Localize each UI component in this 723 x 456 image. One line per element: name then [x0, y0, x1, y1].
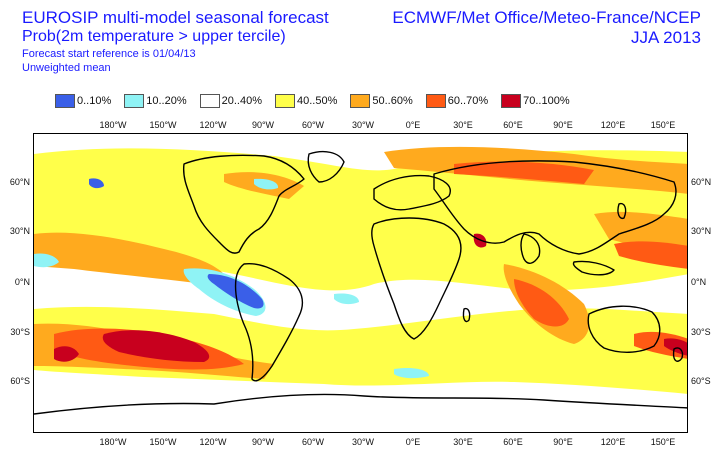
- probability-map: [34, 134, 687, 432]
- legend-swatch: [275, 94, 295, 108]
- legend-swatch: [501, 94, 522, 108]
- producer-title: ECMWF/Met Office/Meteo-France/NCEP: [392, 8, 701, 27]
- longitude-tick-label: 0°E: [405, 120, 421, 130]
- legend-label: 20..40%: [221, 95, 262, 107]
- legend-item: 20..40%: [199, 93, 262, 109]
- legend-item: 0..10%: [55, 93, 111, 109]
- legend-swatch: [199, 94, 220, 108]
- map-title: EUROSIP multi-model seasonal forecast: [22, 8, 329, 27]
- longitude-tick-label: 150°E: [650, 120, 676, 130]
- legend-label: 40..50%: [297, 95, 338, 107]
- legend-swatch: [55, 94, 75, 108]
- mean-type-info: Unweighted mean: [22, 62, 111, 74]
- coastlines: [34, 150, 687, 415]
- longitude-tick-label: 60°W: [301, 120, 325, 130]
- latitude-tick-label: 30°S: [10, 327, 30, 337]
- legend-label: 60..70%: [447, 95, 489, 107]
- longitude-tick-label: 120°E: [600, 120, 626, 130]
- longitude-tick-label: 0°E: [405, 437, 421, 447]
- longitude-tick-label: 30°W: [351, 437, 375, 447]
- latitude-tick-label: 30°S: [691, 327, 711, 337]
- latitude-tick-label: 60°S: [691, 376, 711, 386]
- legend-item: 50..60%: [350, 93, 413, 109]
- field-40-50: [34, 148, 687, 394]
- longitude-tick-label: 60°W: [301, 437, 325, 447]
- latitude-tick-label: 30°N: [9, 226, 30, 236]
- longitude-tick-label: 90°W: [251, 120, 275, 130]
- legend-swatch: [425, 94, 446, 108]
- longitude-tick-label: 90°E: [553, 437, 573, 447]
- latitude-tick-label: 0°N: [14, 277, 30, 287]
- legend-item: 10..20%: [124, 93, 187, 109]
- legend-item: 70..100%: [501, 93, 570, 109]
- latitude-tick-label: 0°N: [691, 277, 707, 287]
- legend-label: 10..20%: [146, 95, 187, 107]
- longitude-tick-label: 120°W: [199, 120, 227, 130]
- longitude-tick-label: 60°E: [503, 120, 523, 130]
- longitude-tick-label: 90°E: [553, 120, 573, 130]
- map-subtitle: Prob(2m temperature > upper tercile): [22, 28, 286, 45]
- longitude-tick-label: 150°W: [149, 120, 177, 130]
- longitude-tick-label: 180°W: [99, 120, 127, 130]
- legend-item: 40..50%: [275, 93, 337, 109]
- forecast-start-info: Forecast start reference is 01/04/13: [22, 48, 196, 60]
- legend-swatch: [124, 94, 145, 108]
- color-legend: 0..10% 10..20% 20..40% 40..50% 50..60% 60..70…: [55, 93, 583, 109]
- longitude-tick-label: 30°W: [351, 120, 375, 130]
- legend-label: 0..10%: [77, 95, 112, 107]
- longitude-tick-label: 150°E: [650, 437, 676, 447]
- legend-label: 50..60%: [372, 95, 413, 107]
- latitude-tick-label: 60°N: [9, 177, 30, 187]
- longitude-tick-label: 120°W: [199, 437, 227, 447]
- longitude-tick-label: 150°W: [149, 437, 177, 447]
- longitude-tick-label: 30°E: [453, 120, 473, 130]
- longitude-tick-label: 90°W: [251, 437, 275, 447]
- longitude-tick-label: 180°W: [99, 437, 127, 447]
- legend-label: 70..100%: [523, 95, 570, 107]
- longitude-tick-label: 60°E: [503, 437, 523, 447]
- latitude-tick-label: 30°N: [691, 226, 712, 236]
- season-label: JJA 2013: [631, 28, 701, 47]
- map-frame: [33, 133, 688, 433]
- longitude-tick-label: 120°E: [600, 437, 626, 447]
- latitude-tick-label: 60°S: [10, 376, 30, 386]
- latitude-tick-label: 60°N: [691, 177, 712, 187]
- longitude-tick-label: 30°E: [453, 437, 473, 447]
- legend-item: 60..70%: [425, 93, 489, 109]
- field-10-20: [34, 178, 429, 379]
- legend-swatch: [350, 94, 371, 108]
